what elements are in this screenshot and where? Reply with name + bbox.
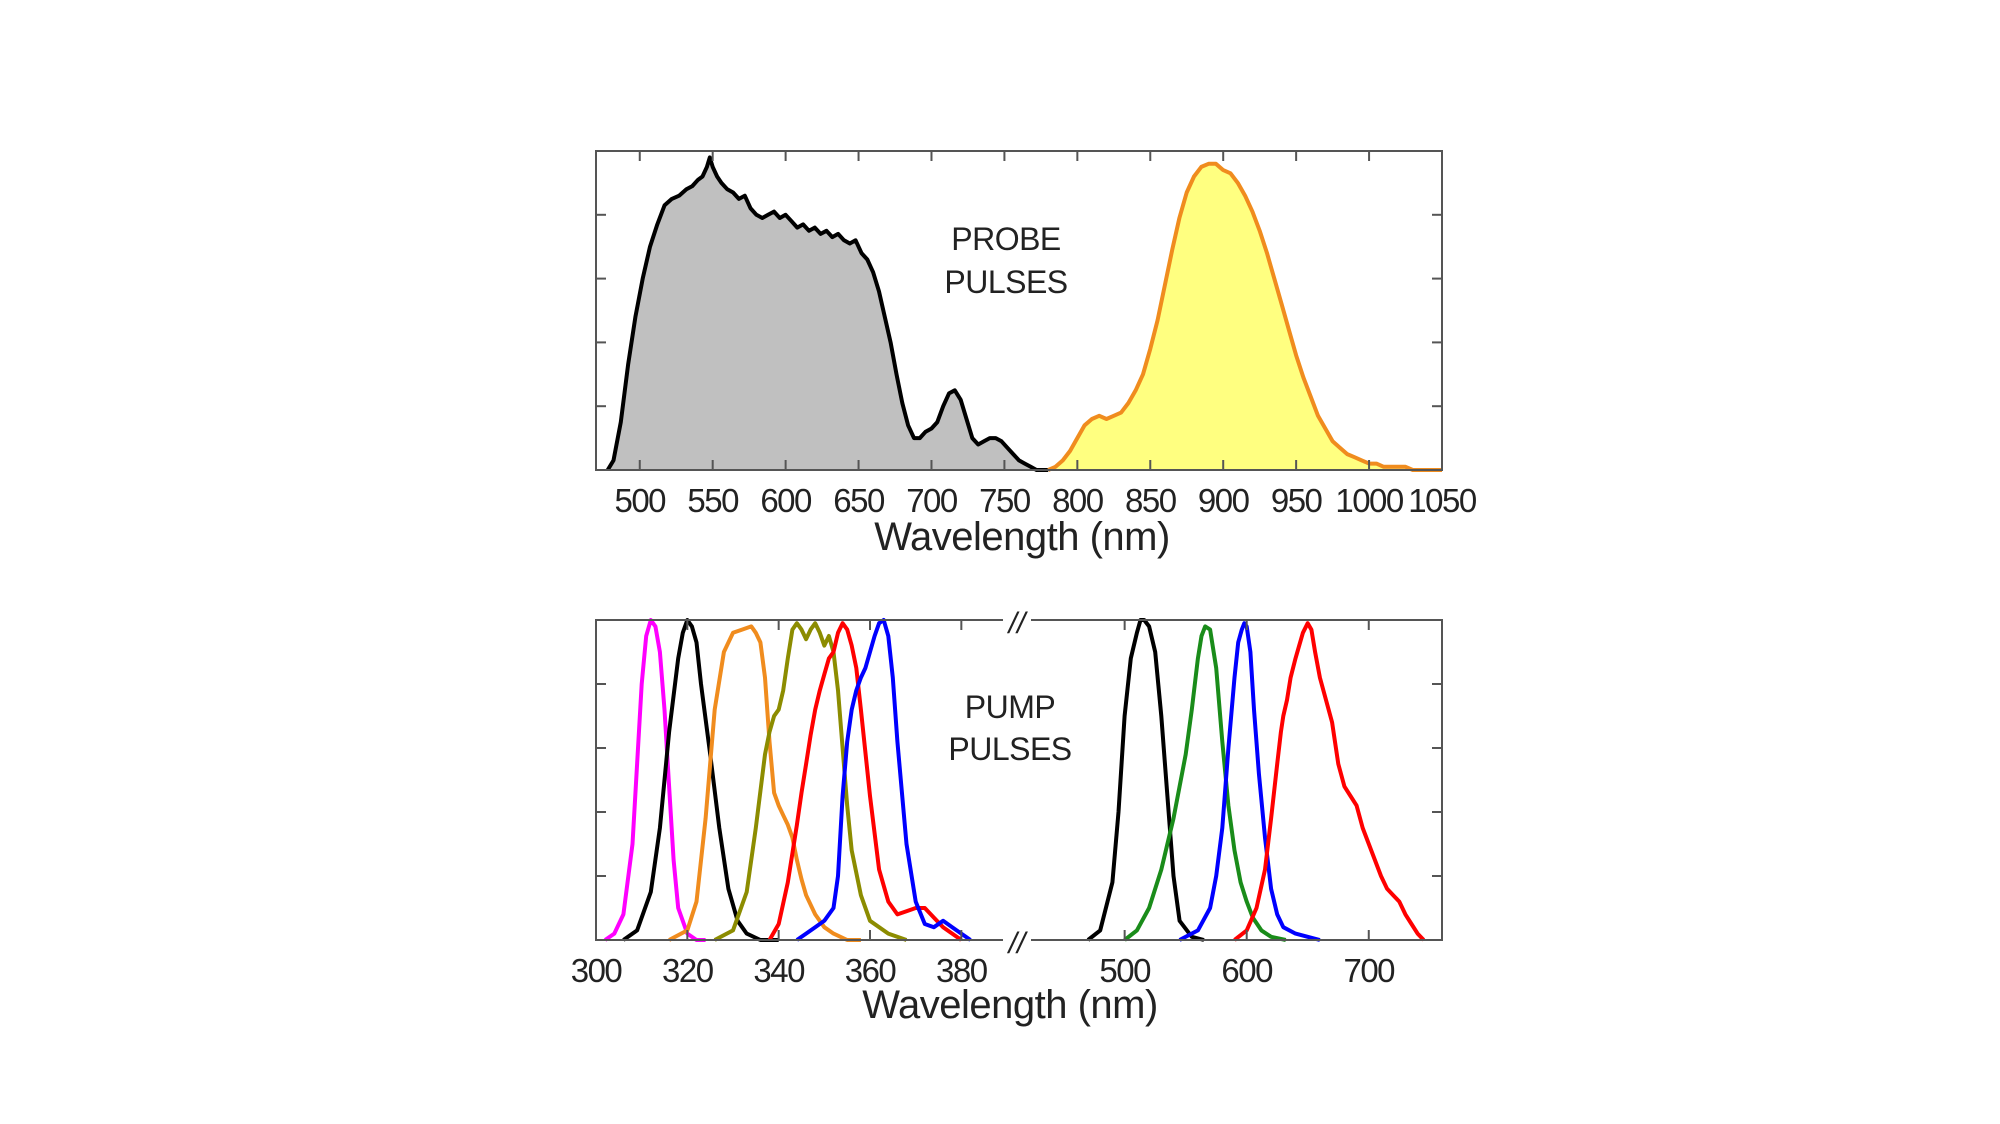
pump-series-5-line — [795, 618, 972, 942]
probe-x-tick-label: 500 — [614, 482, 666, 519]
pump-x-tick-label: 340 — [753, 952, 805, 989]
probe-x-tick-label: 700 — [906, 482, 958, 519]
pump-x-tick-label: 380 — [936, 952, 988, 989]
probe-x-tick-label: 600 — [760, 482, 812, 519]
pump-series-3-line — [713, 621, 908, 942]
pump-x-tick-label: 320 — [662, 952, 714, 989]
probe-series-0-area — [607, 157, 1049, 470]
pump-axis-break-bottom: // — [1007, 927, 1028, 960]
pump-series-1-line — [622, 618, 779, 942]
pump-x-tick-label: 500 — [1099, 952, 1151, 989]
pump-x-tick-label: 700 — [1343, 952, 1395, 989]
probe-series-0-line — [605, 155, 1049, 472]
probe-x-tick-label: 800 — [1052, 482, 1104, 519]
probe-x-tick-labels: 500 550 600 650 700 750 800 850 900 950 1000 1050 — [614, 482, 1478, 519]
probe-series-1-line — [1047, 161, 1442, 472]
probe-plot-frame — [595, 150, 1443, 471]
probe-x-axis-title: Wavelength (nm) — [874, 515, 1170, 559]
pump-axis-break-top: // — [1007, 607, 1028, 640]
probe-pulses-chart: 500 550 600 650 700 750 800 850 900 950 1000 1050 P… — [595, 150, 1478, 559]
probe-series-group — [605, 155, 1442, 472]
pump-series-6-line — [1086, 618, 1205, 942]
probe-x-tick-label: 1000 — [1335, 482, 1404, 519]
probe-x-tick-label: 550 — [687, 482, 739, 519]
probe-x-tick-label: 750 — [979, 482, 1031, 519]
pump-tick-marks — [596, 620, 1442, 940]
probe-x-tick-label: 950 — [1271, 482, 1323, 519]
pump-axis-break-top-gap — [1003, 612, 1031, 628]
pump-x-tick-label: 360 — [845, 952, 897, 989]
probe-series-1-area — [1048, 163, 1442, 471]
pump-pulses-chart: // // 300 320 340 360 380 500 600 700 PUMP PULS… — [571, 607, 1443, 1027]
pump-annotation-line-1: PUMP — [965, 689, 1055, 725]
probe-tick-marks — [596, 151, 1442, 470]
probe-annotation-line-2: PULSES — [944, 264, 1067, 300]
probe-annotation-line-1: PROBE — [951, 221, 1061, 257]
probe-x-tick-label: 650 — [833, 482, 885, 519]
probe-x-tick-label: 900 — [1198, 482, 1250, 519]
pump-annotation-line-2: PULSES — [948, 731, 1071, 767]
pump-series-group — [603, 618, 1426, 942]
pump-series-8-line — [1178, 621, 1321, 942]
probe-x-tick-label: 850 — [1125, 482, 1177, 519]
pump-axis-break-bottom-gap — [1003, 932, 1031, 948]
pump-x-axis-title: Wavelength (nm) — [862, 983, 1158, 1027]
pump-x-tick-labels: 300 320 340 360 380 500 600 700 — [571, 952, 1397, 989]
pump-series-0-line — [603, 618, 706, 942]
probe-x-tick-label: 1050 — [1408, 482, 1477, 519]
pump-series-7-line — [1123, 624, 1287, 942]
pump-x-tick-label: 600 — [1221, 952, 1273, 989]
pump-x-tick-label: 300 — [571, 952, 623, 989]
pump-series-2-line — [668, 624, 861, 942]
pump-series-9-line — [1233, 621, 1426, 942]
